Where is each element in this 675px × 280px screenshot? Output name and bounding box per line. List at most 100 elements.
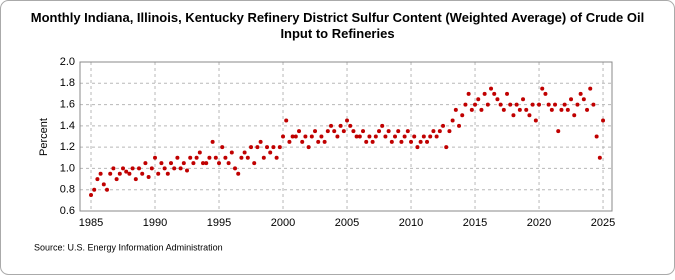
point	[361, 129, 366, 134]
y-tick-label: 0.6	[60, 205, 75, 217]
point	[540, 86, 545, 91]
point	[377, 129, 382, 134]
point	[197, 150, 202, 155]
point	[421, 134, 426, 139]
point	[357, 134, 362, 139]
point	[111, 166, 116, 171]
point	[370, 139, 375, 144]
y-axis-label: Percent	[38, 118, 50, 156]
point	[386, 129, 391, 134]
point	[537, 102, 542, 107]
point	[367, 134, 372, 139]
y-tick-label: 1.6	[60, 98, 75, 110]
title-box: Monthly Indiana, Illinois, Kentucky Refi…	[31, 10, 644, 41]
point	[383, 134, 388, 139]
point	[511, 113, 516, 118]
point	[457, 123, 462, 128]
point	[140, 171, 145, 176]
point	[453, 107, 458, 112]
point	[181, 161, 186, 166]
point	[89, 193, 94, 198]
point	[133, 177, 138, 182]
x-tick-label: 2005	[335, 217, 359, 229]
y-tick-label: 2.0	[60, 56, 75, 68]
point	[373, 134, 378, 139]
point	[399, 139, 404, 144]
point	[351, 129, 356, 134]
point	[207, 155, 212, 160]
point	[415, 145, 420, 150]
point	[159, 161, 164, 166]
point	[188, 155, 193, 160]
point	[508, 102, 513, 107]
point	[473, 102, 478, 107]
x-tick-label: 2020	[527, 217, 551, 229]
point	[98, 171, 103, 176]
point	[437, 129, 442, 134]
point	[396, 129, 401, 134]
point	[172, 166, 177, 171]
point	[95, 177, 100, 182]
point	[527, 113, 532, 118]
y-tick-label: 1.4	[60, 120, 75, 132]
point	[402, 134, 407, 139]
point	[242, 150, 247, 155]
point	[569, 97, 574, 102]
point	[105, 187, 110, 192]
point	[521, 97, 526, 102]
point	[249, 145, 254, 150]
point	[153, 155, 158, 160]
point	[389, 139, 394, 144]
point	[428, 134, 433, 139]
point	[329, 123, 334, 128]
point	[441, 123, 446, 128]
x-tick-label: 2025	[591, 217, 615, 229]
point	[287, 139, 292, 144]
point	[524, 107, 529, 112]
point	[309, 134, 314, 139]
point	[319, 134, 324, 139]
point	[553, 102, 558, 107]
point	[556, 129, 561, 134]
point	[601, 118, 606, 123]
point	[223, 155, 228, 160]
point	[498, 102, 503, 107]
point	[341, 129, 346, 134]
point	[284, 118, 289, 123]
point	[108, 171, 113, 176]
point	[591, 102, 596, 107]
point	[354, 134, 359, 139]
point	[313, 129, 318, 134]
point	[543, 91, 548, 96]
point	[175, 155, 180, 160]
x-tick-label: 2015	[463, 217, 487, 229]
point	[469, 107, 474, 112]
point	[485, 102, 490, 107]
point	[169, 161, 174, 166]
point	[578, 91, 583, 96]
point	[137, 166, 142, 171]
point	[121, 166, 126, 171]
point	[149, 166, 154, 171]
point	[271, 145, 276, 150]
point	[258, 139, 263, 144]
point	[165, 171, 170, 176]
point	[124, 169, 129, 174]
point	[210, 139, 215, 144]
y-tick-label: 0.8	[60, 184, 75, 196]
point	[101, 182, 106, 187]
point	[581, 97, 586, 102]
point	[277, 145, 282, 150]
point	[533, 118, 538, 123]
point	[261, 155, 266, 160]
point	[482, 91, 487, 96]
plot-area	[79, 61, 613, 212]
point	[338, 123, 343, 128]
point	[332, 129, 337, 134]
point	[204, 161, 209, 166]
point	[549, 107, 554, 112]
point	[127, 171, 132, 176]
point	[274, 155, 279, 160]
point	[117, 171, 122, 176]
point	[476, 97, 481, 102]
